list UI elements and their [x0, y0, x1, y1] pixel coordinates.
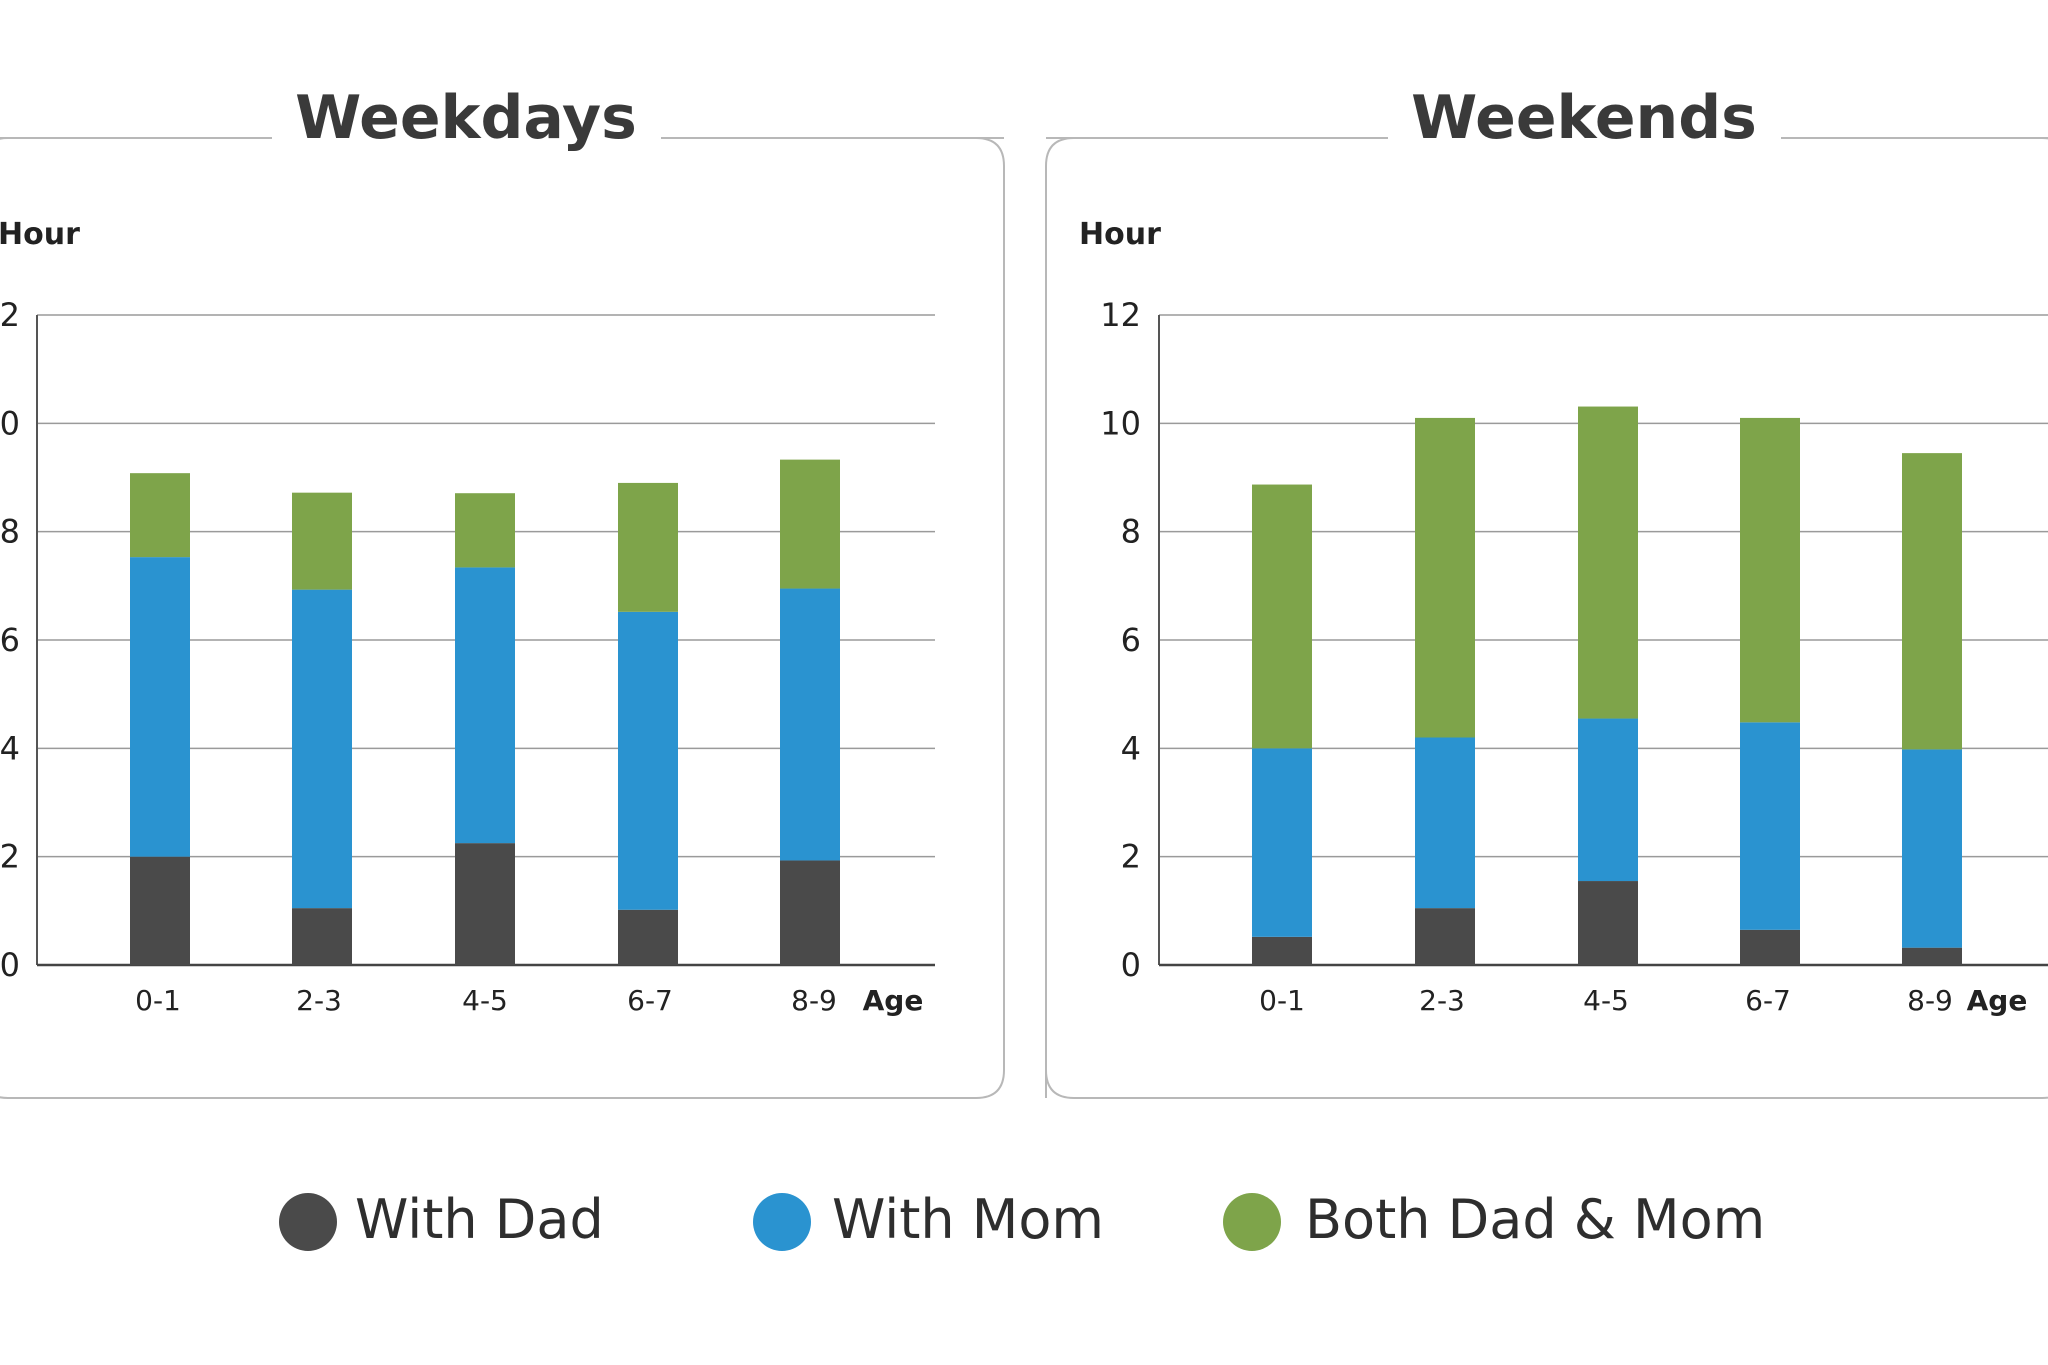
weekends-bar-4-5-with-mom: [1578, 718, 1638, 882]
weekdays-x-tick-label: 6-7: [627, 984, 673, 1017]
weekdays-x-tick-label: 2-3: [296, 984, 342, 1017]
weekends-bar-0-1-with-mom: [1252, 748, 1312, 937]
weekends-y-tick-label: 8: [1121, 513, 1141, 551]
weekdays-title-gap: [272, 118, 661, 158]
legend-label-with-mom: With Mom: [832, 1188, 1104, 1251]
weekends-bar-8-9-with-mom: [1902, 749, 1962, 948]
weekdays-bar-4-5-both-dad-mom: [455, 493, 515, 568]
weekends-bar-6-7-with-mom: [1740, 722, 1800, 930]
weekends-bar-6-7-both-dad-mom: [1740, 417, 1800, 723]
weekdays-bar-4-5-with-dad: [455, 843, 515, 965]
legend-label-with-dad: With Dad: [355, 1188, 604, 1251]
weekends-y-tick-label: 10: [1100, 404, 1141, 442]
weekends-bar-4-5-both-dad-mom: [1578, 406, 1638, 719]
weekdays-y-tick-label: 12: [0, 296, 20, 334]
weekdays-bar-8-9-with-mom: [780, 588, 840, 861]
weekends-y-tick-label: 12: [1100, 296, 1141, 334]
weekends-x-tick-label: 8-9: [1907, 984, 1953, 1017]
legend-label-both-dad-mom: Both Dad & Mom: [1305, 1188, 1765, 1251]
weekdays-bar-4-5-with-mom: [455, 567, 515, 844]
weekends-bar-4-5-with-dad: [1578, 881, 1638, 965]
weekends-chart: Weekends Hour 0 2 4 6 8 10 12 0-1 2-3 4-5 6-7 8-9 Age: [1045, 83, 2048, 1099]
weekdays-bar-6-7-with-dad: [618, 909, 678, 965]
weekdays-chart: Weekdays Hour 0 2 4 6 8 10 12 0-1 2-3 4-5 6-7 8-9 Age: [0, 83, 1005, 1099]
weekends-bar-8-9-with-dad: [1902, 947, 1962, 965]
weekdays-bar-2-3-with-dad: [292, 908, 352, 965]
legend-swatch-both-dad-mom: [1223, 1193, 1281, 1251]
weekdays-bar-0-1-both-dad-mom: [130, 473, 190, 558]
weekdays-y-axis-label: Hour: [0, 217, 80, 252]
weekdays-y-tick-label: 0: [0, 946, 20, 984]
weekends-title: Weekends: [1411, 83, 1757, 153]
weekends-bar-0-1-both-dad-mom: [1252, 484, 1312, 749]
weekdays-y-tick-label: 8: [0, 513, 20, 551]
weekdays-bar-2-3-with-mom: [292, 589, 352, 909]
legend-swatch-with-mom: [753, 1193, 811, 1251]
weekends-x-tick-label: 0-1: [1259, 984, 1305, 1017]
weekdays-x-axis-label: Age: [863, 984, 924, 1017]
weekends-bar-8-9-both-dad-mom: [1902, 453, 1962, 750]
weekends-x-tick-label: 2-3: [1419, 984, 1465, 1017]
weekdays-panel-frame: [0, 137, 1005, 1099]
weekends-y-tick-label: 4: [1121, 729, 1141, 767]
weekdays-y-tick-label: 2: [0, 838, 20, 876]
weekends-y-tick-label: 0: [1121, 946, 1141, 984]
weekdays-bar-8-9-both-dad-mom: [780, 459, 840, 589]
weekends-y-tick-label: 2: [1121, 838, 1141, 876]
weekends-x-tick-label: 6-7: [1745, 984, 1791, 1017]
weekends-bar-2-3-with-mom: [1415, 737, 1475, 909]
legend-swatch-with-dad: [279, 1193, 337, 1251]
legend: With Dad With Mom Both Dad & Mom: [279, 1188, 1765, 1251]
weekdays-title: Weekdays: [295, 83, 637, 153]
weekdays-bar-0-1-with-dad: [130, 856, 190, 965]
weekends-bar-6-7-with-dad: [1740, 929, 1800, 965]
weekends-bar-0-1-with-dad: [1252, 936, 1312, 965]
weekends-panel-frame: [1045, 137, 2048, 1099]
weekends-x-tick-label: 4-5: [1583, 984, 1629, 1017]
weekends-title-gap: [1388, 118, 1781, 158]
weekends-y-tick-label: 6: [1121, 621, 1141, 659]
weekdays-y-tick-label: 6: [0, 621, 20, 659]
weekdays-x-tick-label: 8-9: [791, 984, 837, 1017]
weekdays-bar-0-1-with-mom: [130, 557, 190, 857]
weekdays-x-tick-label: 0-1: [135, 984, 181, 1017]
weekdays-bar-2-3-both-dad-mom: [292, 492, 352, 590]
weekends-y-axis-label: Hour: [1079, 217, 1161, 252]
weekdays-bar-6-7-both-dad-mom: [618, 482, 678, 612]
weekends-bar-2-3-with-dad: [1415, 908, 1475, 965]
weekdays-x-tick-label: 4-5: [462, 984, 508, 1017]
weekdays-y-tick-label: 10: [0, 404, 20, 442]
weekdays-bar-8-9-with-dad: [780, 860, 840, 965]
weekdays-bar-6-7-with-mom: [618, 611, 678, 910]
weekdays-y-tick-label: 4: [0, 729, 20, 767]
weekends-x-axis-label: Age: [1967, 984, 2028, 1017]
weekends-bar-2-3-both-dad-mom: [1415, 417, 1475, 738]
